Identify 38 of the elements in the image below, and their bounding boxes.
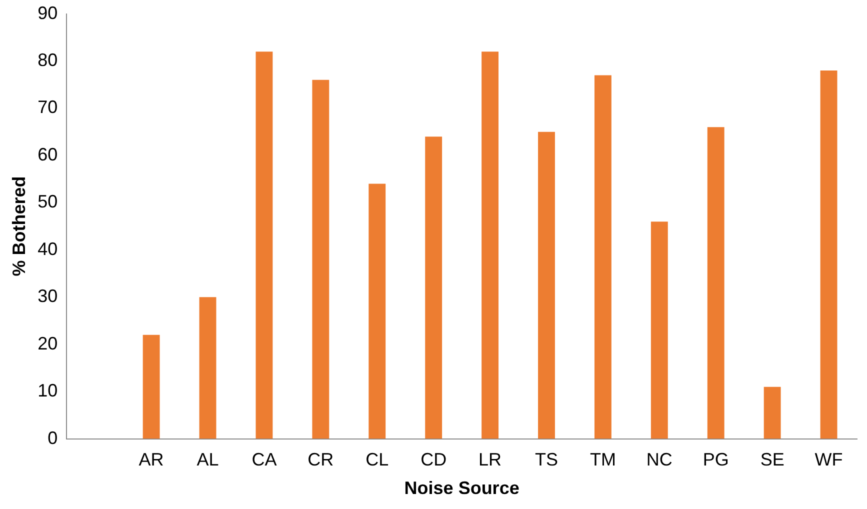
bar (142, 334, 160, 439)
y-tick-label: 0 (48, 428, 58, 448)
x-axis-title: Noise Source (404, 478, 520, 498)
bar (256, 52, 273, 439)
x-tick-label: LR (478, 450, 502, 470)
y-tick-label: 80 (38, 50, 58, 70)
bar (650, 222, 668, 439)
x-tick-label: TS (534, 450, 558, 470)
x-tick-label: CR (308, 450, 334, 470)
bar (594, 75, 612, 439)
bar (199, 297, 216, 439)
bar (538, 132, 555, 439)
x-tick-label: SE (760, 450, 784, 470)
bar (764, 386, 781, 439)
x-tick-label: TM (590, 450, 616, 470)
x-tick-label: AR (138, 450, 164, 470)
y-tick-label: 70 (38, 97, 58, 118)
x-tick-label: CA (252, 450, 277, 470)
x-tick-label: CL (366, 450, 389, 470)
y-tick-label: 40 (38, 238, 58, 259)
bar (368, 184, 386, 439)
bar (312, 80, 330, 439)
bar (820, 70, 838, 439)
y-tick-label: 50 (38, 192, 58, 212)
bar (707, 127, 724, 439)
y-tick-label: 30 (38, 286, 58, 306)
x-tick-label: CD (420, 450, 447, 470)
bar (482, 52, 499, 439)
x-tick-label: PG (702, 450, 729, 470)
x-tick-label: WF (814, 450, 843, 470)
y-axis-title: % Bothered (8, 176, 29, 276)
x-tick-label: AL (196, 450, 219, 470)
y-tick-label: 60 (38, 144, 58, 164)
x-tick-label: NC (646, 450, 672, 470)
y-tick-label: 10 (38, 380, 58, 401)
y-tick-label: 90 (38, 2, 58, 23)
bar (425, 136, 442, 439)
y-tick-label: 20 (38, 333, 58, 354)
